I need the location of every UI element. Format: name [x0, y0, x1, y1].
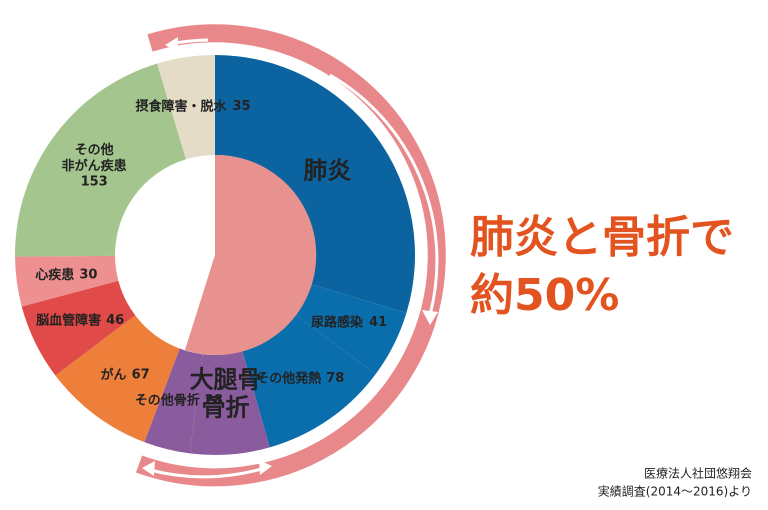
value-label: 67 [132, 368, 150, 383]
category-label: 摂食障害・脱水 [135, 98, 227, 114]
category-label: その他非がん疾患 [62, 142, 127, 174]
category-label: 脳血管障害 [36, 312, 101, 328]
category-label: 肺炎 [303, 157, 351, 185]
value-label: 28 [205, 393, 223, 408]
headline: 約50% [470, 270, 619, 321]
value-label: 30 [79, 268, 97, 283]
slice [15, 255, 119, 307]
headline: 肺炎と骨折で [470, 212, 734, 263]
category-label: その他発熱 [256, 370, 321, 386]
value-label: 78 [326, 371, 344, 386]
value-label: 46 [106, 313, 124, 328]
center-decoration [185, 154, 317, 355]
slice [144, 348, 203, 454]
slice [242, 314, 376, 448]
category-label: 大腿骨骨折 [190, 366, 262, 422]
category-label: 尿路感染 [311, 314, 364, 330]
slice [157, 55, 215, 160]
decoration [135, 24, 446, 487]
slice [21, 280, 136, 376]
category-label: がん [101, 367, 127, 383]
slice [189, 351, 270, 455]
value-label: 41 [369, 315, 387, 330]
slice [15, 63, 187, 257]
footnote: 医療法人社団悠翔会 [644, 466, 752, 481]
category-label: 心疾患 [35, 267, 74, 283]
category-label: その他骨折 [135, 392, 200, 408]
slice [55, 315, 180, 443]
value-label: 35 [232, 99, 250, 114]
slice [295, 283, 407, 375]
footnote: 実績調査(2014〜2016)より [598, 484, 752, 499]
slice [215, 55, 416, 313]
value-label: 153 [81, 175, 108, 190]
